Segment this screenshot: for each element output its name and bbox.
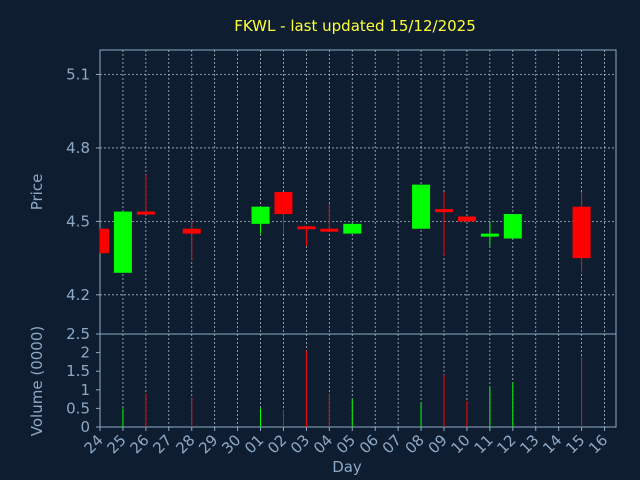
candle [113, 211, 132, 273]
volume-tick-label: 0 [80, 418, 90, 436]
candle-body [274, 192, 293, 215]
price-tick-label: 5.1 [66, 65, 90, 83]
candle-body [457, 216, 476, 222]
candle-body [320, 228, 339, 232]
candle [503, 214, 522, 239]
candle-body [113, 211, 132, 273]
candle-body [343, 223, 362, 234]
price-tick-label: 4.5 [66, 212, 90, 230]
x-tick-label: 16 [585, 431, 611, 457]
candle-body [182, 228, 201, 234]
candle [136, 174, 155, 215]
price-axis: 5.1 4.8 4.5 4.2 [66, 65, 100, 304]
candles [99, 174, 591, 273]
candle [343, 223, 362, 234]
candle [572, 192, 591, 273]
x-axis-label: Day [332, 458, 362, 476]
candle [320, 204, 339, 232]
volume-tick-label: 0.5 [66, 399, 90, 417]
price-axis-label: Price [28, 174, 46, 211]
price-grid [99, 50, 616, 334]
candle [480, 221, 499, 246]
candle-body [572, 206, 591, 259]
price-tick-label: 4.2 [66, 286, 90, 304]
candle [457, 216, 476, 222]
volume-axis: 2.521.510.50 [66, 325, 100, 436]
candle-body [412, 184, 431, 229]
candle [412, 184, 431, 229]
volume-tick-label: 1.5 [66, 362, 90, 380]
candle-body [435, 209, 453, 213]
candle [435, 192, 453, 256]
volume-bars [122, 350, 583, 427]
candle-body [297, 226, 316, 230]
chart-title: FKWL - last updated 15/12/2025 [234, 17, 476, 35]
price-panel-frame [99, 49, 617, 335]
volume-tick-label: 2 [80, 344, 90, 362]
candle-body [251, 206, 270, 224]
volume-axis-label: Volume (0000) [28, 326, 46, 436]
candle-body [100, 228, 109, 254]
candle [182, 221, 201, 261]
candle [99, 228, 109, 254]
candle-body [480, 233, 499, 237]
candle [274, 192, 293, 234]
volume-tick-label: 1 [80, 381, 90, 399]
candle-body [503, 214, 522, 239]
price-tick-label: 4.8 [66, 139, 90, 157]
candle [297, 226, 316, 246]
candle-body [136, 211, 155, 215]
x-axis: 2425262728293001020304050607080910111213… [81, 427, 611, 457]
volume-tick-label: 2.5 [66, 325, 90, 343]
volume-panel-frame [99, 333, 617, 428]
candle [251, 206, 270, 234]
